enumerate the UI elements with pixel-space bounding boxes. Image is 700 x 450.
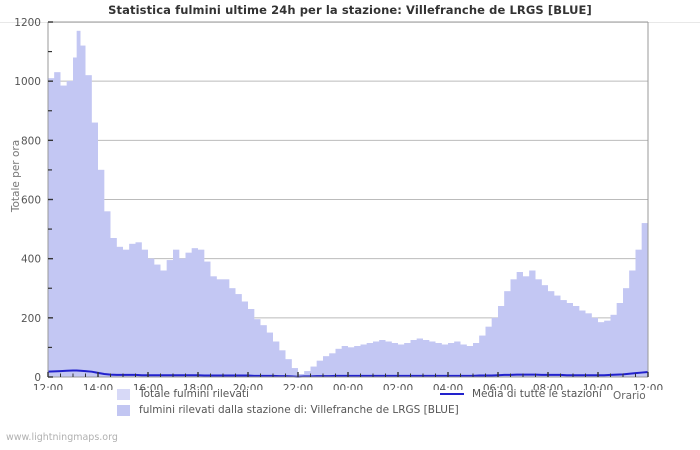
svg-text:12:00: 12:00 — [633, 383, 663, 390]
svg-text:22:00: 22:00 — [283, 383, 313, 390]
legend-label-total: Totale fulmini rilevati — [139, 388, 249, 400]
svg-text:02:00: 02:00 — [383, 383, 413, 390]
svg-text:1200: 1200 — [14, 17, 41, 29]
svg-text:14:00: 14:00 — [83, 383, 113, 390]
svg-text:08:00: 08:00 — [533, 383, 563, 390]
legend-swatch-station — [117, 404, 130, 416]
watermark-url: www.lightningmaps.org — [6, 432, 118, 443]
x-axis-title: Orario — [613, 390, 646, 402]
svg-text:04:00: 04:00 — [433, 383, 463, 390]
svg-text:12:00: 12:00 — [33, 383, 63, 390]
chart-title: Statistica fulmini ultime 24h per la sta… — [108, 3, 592, 17]
svg-text:200: 200 — [21, 313, 41, 325]
svg-text:06:00: 06:00 — [483, 383, 513, 390]
legend-swatch-total — [117, 388, 130, 400]
legend-label-average: Media di tutte le stazioni — [472, 388, 602, 400]
svg-text:800: 800 — [21, 135, 41, 147]
chart-legend: Totale fulmini rilevati fulmini rilevati… — [0, 388, 700, 428]
legend-swatch-average — [440, 393, 464, 395]
legend-label-station: fulmini rilevati dalla stazione di: Vill… — [139, 404, 459, 416]
svg-text:00:00: 00:00 — [333, 383, 363, 390]
svg-text:600: 600 — [21, 195, 41, 207]
svg-text:1000: 1000 — [14, 76, 41, 88]
legend-item-station[interactable]: fulmini rilevati dalla stazione di: Vill… — [117, 404, 459, 416]
svg-text:0: 0 — [34, 372, 41, 384]
svg-text:16:00: 16:00 — [133, 383, 163, 390]
y-axis-title: Totale per ora — [10, 139, 22, 213]
svg-text:400: 400 — [21, 254, 41, 266]
plot-area: 0 200 400 600 800 1000 1200 12:00 14:00 16:00 18:0… — [14, 17, 663, 390]
svg-text:10:00: 10:00 — [583, 383, 613, 390]
svg-text:20:00: 20:00 — [233, 383, 263, 390]
svg-text:18:00: 18:00 — [183, 383, 213, 390]
legend-item-total[interactable]: Totale fulmini rilevati — [117, 388, 249, 400]
legend-item-average[interactable]: Media di tutte le stazioni — [440, 388, 602, 400]
